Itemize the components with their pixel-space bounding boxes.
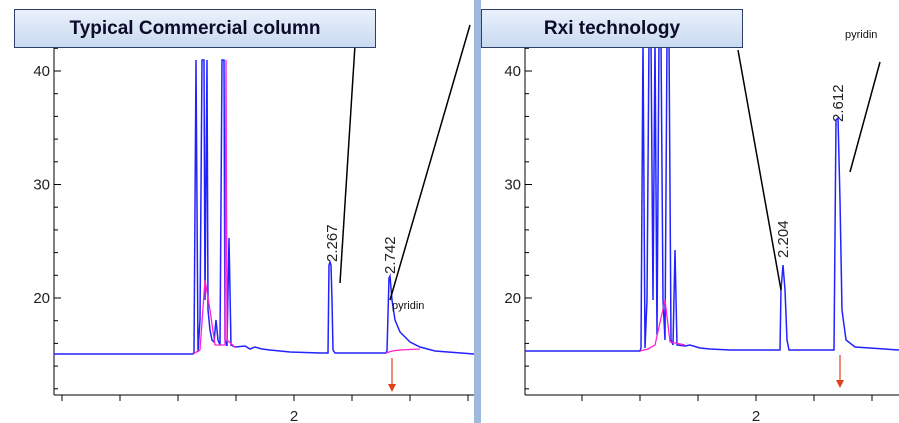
y-tick-label: 40 bbox=[504, 63, 521, 80]
peak-label: 2.742 bbox=[382, 236, 399, 274]
y-tick-label: 30 bbox=[504, 177, 521, 194]
peak-label: 2.612 bbox=[830, 84, 847, 122]
chart-title-commercial: Typical Commercial column bbox=[14, 9, 376, 48]
chart-title-rxi: Rxi technology bbox=[481, 9, 743, 48]
callout-line bbox=[737, 49, 782, 291]
blue-trace bbox=[54, 59, 475, 355]
callout-line bbox=[339, 44, 356, 284]
panel-rxi-technology: 20 30 40 2 2.204 2.612 pyridin bbox=[481, 0, 899, 423]
pyridin-annotation: pyridin bbox=[392, 300, 424, 312]
y-tick-label: 30 bbox=[33, 177, 50, 194]
y-ticks: 20 30 40 bbox=[504, 25, 532, 390]
y-tick-label: 20 bbox=[33, 290, 50, 307]
x-ticks: 2 bbox=[581, 395, 873, 423]
y-tick-label: 40 bbox=[33, 63, 50, 80]
x-tick-label: 2 bbox=[290, 408, 298, 423]
peak-label: 2.204 bbox=[775, 220, 792, 258]
y-tick-label: 20 bbox=[504, 290, 521, 307]
callout-line bbox=[849, 61, 881, 173]
x-ticks: 2 bbox=[61, 395, 469, 423]
y-ticks: 20 30 40 bbox=[33, 25, 61, 390]
plot-background bbox=[481, 0, 899, 423]
pink-trace bbox=[639, 299, 686, 352]
plot-background bbox=[0, 0, 474, 423]
callout-line bbox=[389, 24, 471, 301]
pyridin-annotation: pyridin bbox=[845, 29, 877, 41]
panel-commercial-column: 20 30 40 2 2.267 2.742 pyridin bbox=[0, 0, 475, 423]
red-arrowhead bbox=[388, 384, 396, 392]
red-arrowhead bbox=[836, 380, 844, 388]
peak-label: 2.267 bbox=[324, 224, 341, 262]
pink-trace bbox=[192, 59, 421, 355]
panel-divider bbox=[474, 0, 481, 423]
x-tick-label: 2 bbox=[752, 408, 760, 423]
